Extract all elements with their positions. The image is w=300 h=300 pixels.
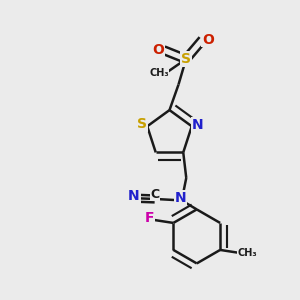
Text: N: N bbox=[191, 118, 203, 132]
Text: CH₃: CH₃ bbox=[238, 248, 257, 258]
Text: C: C bbox=[150, 188, 159, 201]
Text: CH₃: CH₃ bbox=[149, 68, 169, 78]
Text: N: N bbox=[174, 191, 186, 205]
Text: S: S bbox=[181, 52, 191, 66]
Text: O: O bbox=[152, 43, 164, 57]
Text: O: O bbox=[202, 33, 214, 46]
Text: F: F bbox=[145, 212, 154, 225]
Text: S: S bbox=[137, 118, 147, 131]
Text: N: N bbox=[128, 189, 140, 203]
